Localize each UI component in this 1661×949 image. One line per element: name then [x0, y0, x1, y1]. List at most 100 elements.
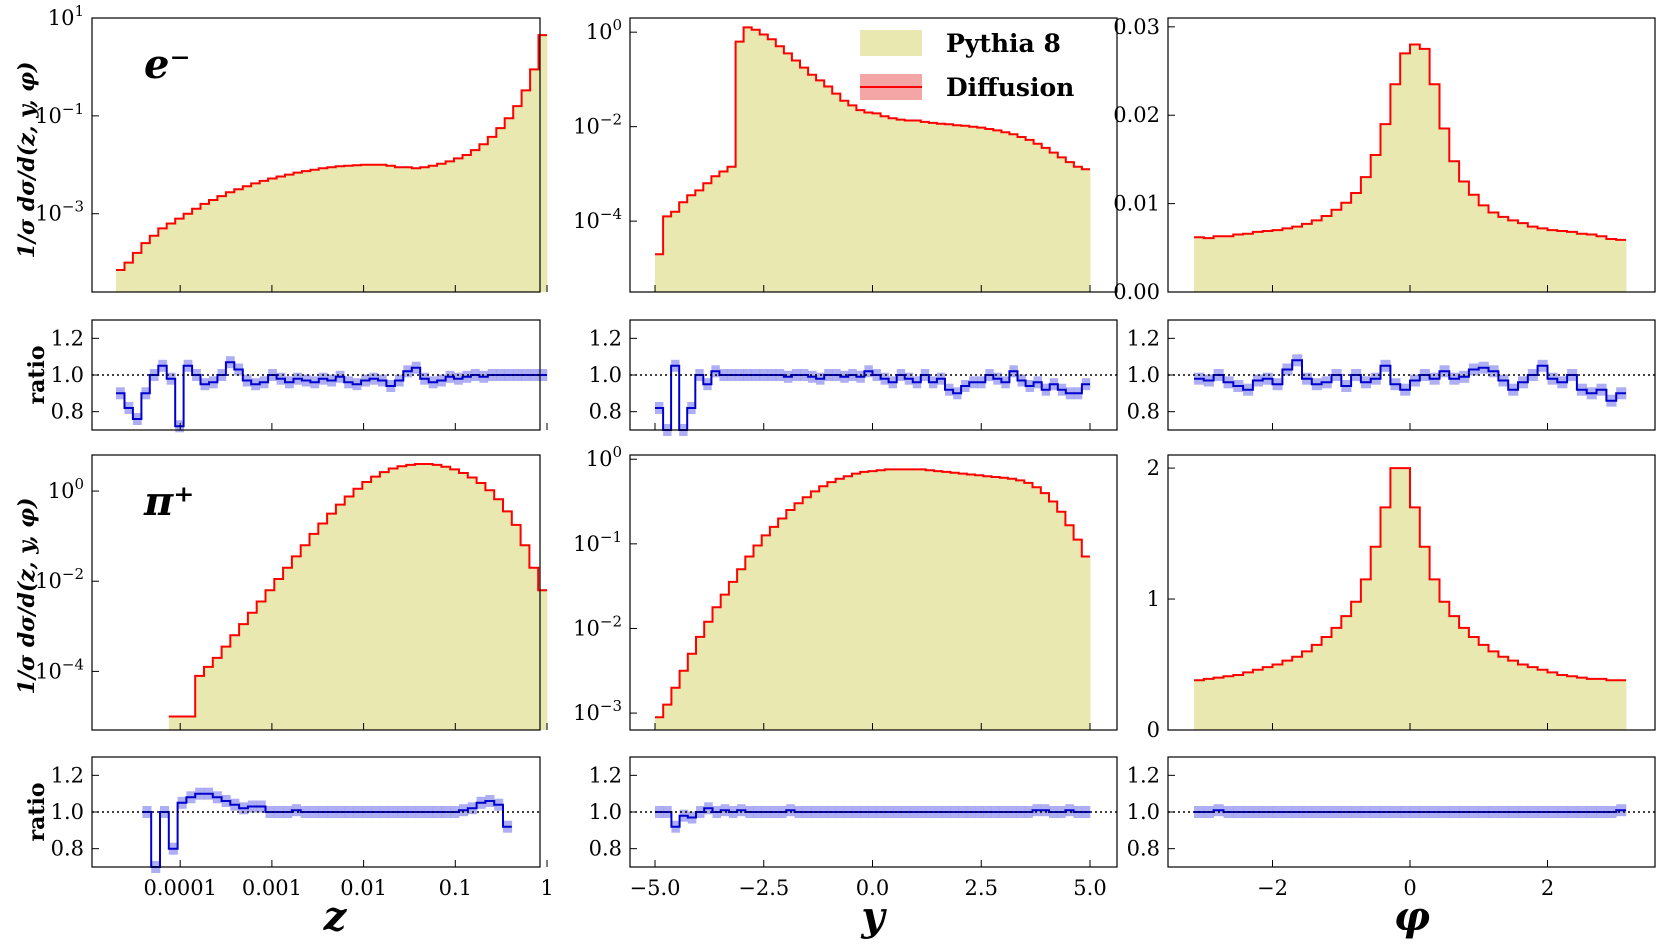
pythia-bar	[1351, 193, 1362, 292]
pythia-bar	[1410, 44, 1421, 292]
pythia-bar	[1081, 556, 1091, 730]
pythia-bar	[896, 119, 906, 292]
pythia-bar	[327, 513, 337, 730]
legend-pythia-swatch	[860, 30, 922, 56]
pythia-bar	[183, 213, 193, 292]
pythia-bar	[462, 155, 472, 292]
pythia-bar	[300, 545, 310, 730]
pythia-bar	[268, 178, 277, 292]
pythia-bar	[428, 165, 438, 292]
pythia-bar	[1419, 546, 1430, 730]
y-tick-label: 101	[48, 2, 84, 30]
pythia-bar	[687, 195, 696, 292]
pythia-bar	[285, 174, 294, 292]
pythia-bar	[934, 471, 943, 730]
pythia-bar	[840, 100, 849, 292]
pythia-bar	[1606, 680, 1617, 730]
pythia-bar	[335, 504, 346, 730]
pythia-bar	[1223, 236, 1234, 292]
main-panel-frame	[629, 454, 1118, 731]
pythia-bar	[538, 35, 548, 292]
pythia-bar	[1567, 231, 1578, 292]
pythia-bar	[361, 164, 370, 292]
pythia-bar	[1360, 177, 1372, 292]
pythia-bar	[503, 511, 513, 730]
pythia-bar	[378, 164, 387, 292]
pythia-bar	[1537, 228, 1548, 292]
pythia-bar	[291, 556, 302, 730]
ratio-y-tick-label: 1.2	[51, 326, 84, 350]
pythia-bar	[743, 27, 753, 293]
pythia-bar	[1073, 166, 1083, 292]
pythia-bar	[1527, 226, 1538, 292]
pythia-bar	[234, 189, 244, 293]
pythia-bar	[538, 590, 548, 730]
pythia-bar	[1033, 143, 1043, 292]
pythia-bar	[1025, 139, 1035, 292]
y-tick-label: 0.02	[1113, 103, 1160, 127]
ylabel-top: 1/σ dσ/d(z, y, φ)	[14, 62, 40, 259]
pythia-bar	[1410, 507, 1421, 730]
pythia-bar	[301, 171, 311, 292]
pythia-bar	[759, 34, 769, 292]
pythia-bar	[1341, 202, 1352, 292]
pythia-bar	[950, 472, 960, 730]
pythia-bar	[703, 183, 712, 292]
pythia-bar	[1547, 230, 1558, 292]
ratio-y-tick-label: 1.2	[51, 763, 84, 787]
pythia-bar	[1203, 238, 1214, 292]
pythia-bar	[663, 704, 672, 730]
pythia-bar	[687, 653, 697, 730]
pythia-bar	[327, 167, 337, 292]
ratio-y-tick-label: 0.8	[589, 837, 622, 861]
pythia-bar	[403, 167, 413, 292]
pythia-bar	[969, 126, 978, 292]
y-tick-label: 10−4	[35, 655, 84, 683]
y-tick-label: 2	[1147, 456, 1160, 480]
ratio-y-tick-label: 1.0	[1127, 800, 1160, 824]
y-tick-label: 0.01	[1113, 192, 1160, 216]
pythia-bar	[239, 624, 249, 730]
pythia-bar	[1041, 147, 1051, 292]
pythia-bar	[1272, 230, 1283, 292]
pythia-bar	[808, 74, 817, 292]
xlabel-z: z	[323, 893, 348, 940]
pythia-bar	[1331, 627, 1342, 730]
pythia-bar	[251, 183, 261, 292]
pythia-bar	[1223, 676, 1234, 730]
pythia-bar	[727, 166, 736, 292]
y-tick-label: 100	[586, 443, 622, 471]
main-panel-frame	[91, 454, 541, 731]
pythia-bar	[1606, 239, 1617, 292]
pythia-bar	[1429, 84, 1440, 292]
pythia-bar	[888, 118, 898, 292]
pythia-bar	[679, 670, 689, 730]
pythia-bar	[679, 202, 688, 292]
pythia-bar	[835, 478, 845, 730]
y-tick-label: 10−2	[35, 565, 84, 593]
pythia-bar	[977, 127, 986, 292]
pythia-bar	[362, 482, 372, 730]
legend: Pythia 8 Diffusion	[860, 29, 1074, 102]
y-tick-label: 1	[1147, 587, 1160, 611]
ylabel-ratio-top: ratio	[24, 345, 50, 404]
pythia-bar	[1508, 660, 1519, 730]
main-panel-frame	[629, 17, 1118, 293]
y-tick-label: 10−3	[35, 198, 84, 226]
pythia-bar	[1429, 579, 1440, 730]
pythia-bar	[353, 488, 363, 730]
pythia-bar	[983, 476, 992, 730]
pythia-bar	[265, 590, 275, 730]
pythia-bar	[1488, 651, 1499, 730]
pythia-bar	[437, 163, 446, 292]
pythia-bar	[529, 567, 539, 730]
diffusion-line	[655, 26, 1090, 256]
pythia-bar	[1498, 656, 1509, 730]
pythia-bar	[467, 477, 477, 730]
pythia-bar	[991, 477, 1001, 730]
pythia-bar	[1400, 53, 1411, 293]
pythia-bar	[876, 470, 886, 730]
pythia-bar	[1213, 236, 1224, 292]
pythia-bar	[256, 601, 266, 730]
pythia-bar	[1311, 220, 1322, 292]
